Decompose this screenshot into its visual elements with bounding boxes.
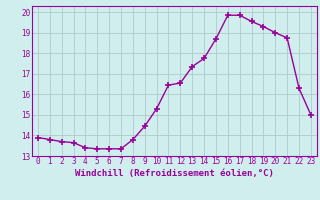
X-axis label: Windchill (Refroidissement éolien,°C): Windchill (Refroidissement éolien,°C) <box>75 169 274 178</box>
